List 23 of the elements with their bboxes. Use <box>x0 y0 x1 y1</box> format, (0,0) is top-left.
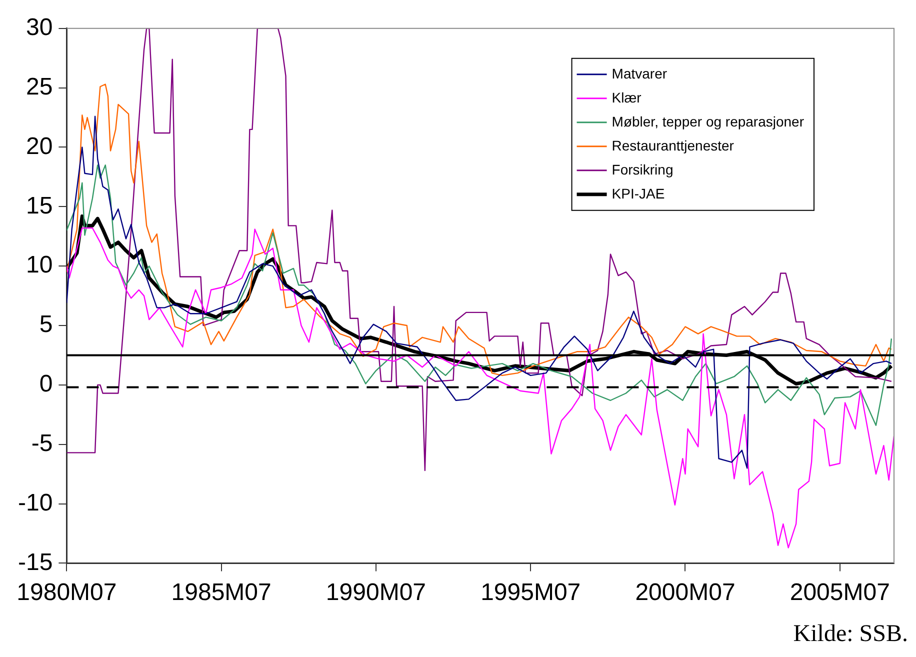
y-tick-label: 30 <box>26 14 53 42</box>
x-tick-label: 1995M07 <box>480 579 581 606</box>
x-tick-label: 1980M07 <box>16 579 117 606</box>
y-tick-label: -5 <box>31 430 53 457</box>
y-tick-label: 20 <box>26 132 53 160</box>
y-tick-label: 15 <box>26 192 53 220</box>
x-tick-label: 1990M07 <box>326 579 426 606</box>
y-tick-label: 10 <box>26 252 53 279</box>
legend-label: KPI-JAE <box>612 185 665 202</box>
x-tick-label: 2000M07 <box>635 579 736 606</box>
legend-label: Matvarer <box>612 65 668 82</box>
legend-label: Klær <box>612 89 642 106</box>
x-tick-label: 2005M07 <box>790 579 890 606</box>
legend-label: Restauranttjenester <box>612 137 734 154</box>
y-tick-label: 0 <box>39 370 53 398</box>
text: Kilde: SSB. <box>792 620 908 648</box>
y-tick-label: 25 <box>26 73 53 100</box>
legend-label: Forsikring <box>612 161 674 178</box>
y-tick-label: 5 <box>39 311 53 338</box>
x-tick-label: 1985M07 <box>171 579 272 606</box>
legend-label: Møbler, tepper og reparasjoner <box>612 113 804 130</box>
y-tick-label: -10 <box>18 489 53 516</box>
y-tick-label: -15 <box>18 548 53 576</box>
